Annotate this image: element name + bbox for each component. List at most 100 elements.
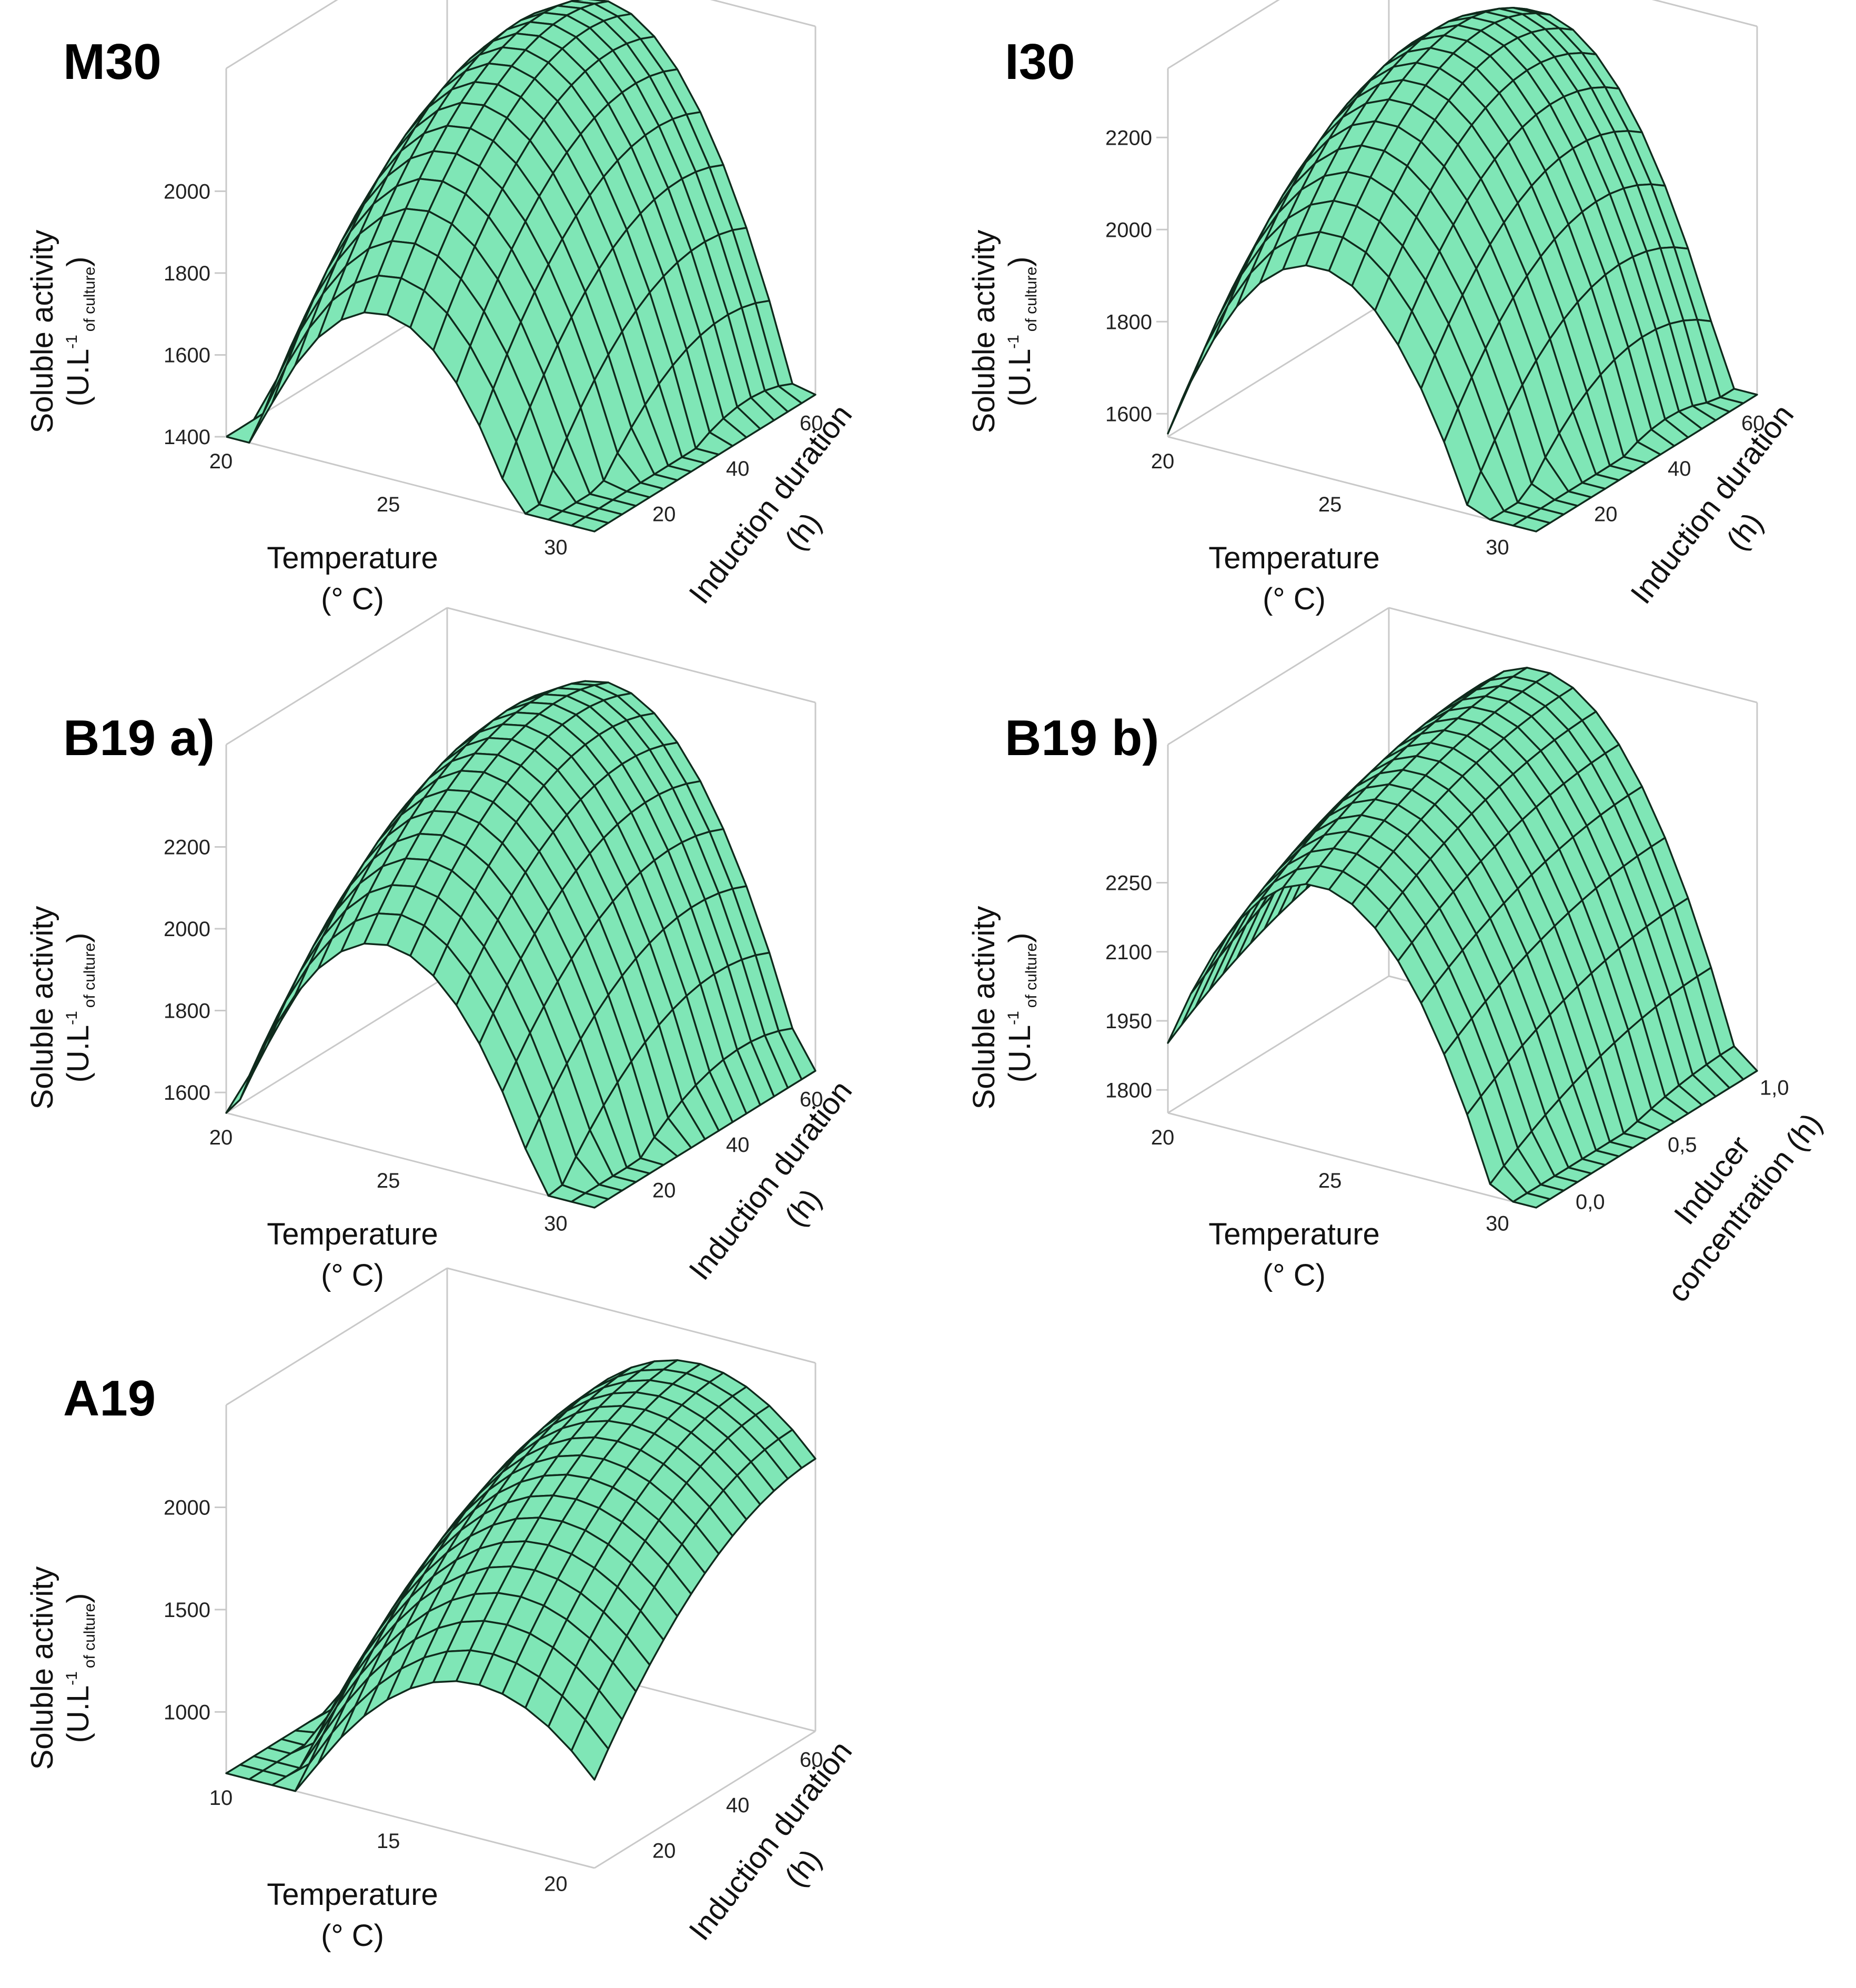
- z-axis-unit: (U.L-1of culture): [61, 1593, 98, 1743]
- x-tick-label: 20: [1151, 450, 1175, 473]
- panel-title: B19 a): [63, 710, 215, 766]
- x-axis-label: Temperature: [267, 541, 438, 575]
- axis-box-edge: [1167, 975, 1389, 1114]
- z-axis-unit: (U.L-1of culture): [61, 933, 98, 1083]
- y-tick-label: 20: [1594, 503, 1618, 526]
- axis-box-edge: [594, 1730, 816, 1869]
- y-axis-unit: (h): [778, 506, 828, 557]
- z-tick-label: 2100: [1105, 941, 1152, 964]
- x-tick-label: 15: [377, 1830, 400, 1853]
- y-tick-label: 0,0: [1576, 1190, 1605, 1213]
- z-tick-label: 1600: [164, 1081, 210, 1105]
- y-tick-label: 60: [800, 411, 823, 435]
- panel-title: A19: [63, 1370, 156, 1427]
- response-surface: [225, 680, 816, 1209]
- y-tick-label: 40: [1668, 457, 1691, 480]
- z-axis-unit: (U.L-1of culture): [61, 257, 98, 407]
- y-tick-label: 20: [652, 1179, 676, 1202]
- z-unit-sup: -1: [1005, 1011, 1022, 1025]
- z-tick-label: 1800: [164, 1000, 210, 1023]
- surface-cell: [1512, 1192, 1551, 1209]
- z-tick-label: 1800: [1105, 1079, 1152, 1102]
- x-tick-label: 20: [1151, 1126, 1175, 1149]
- y-axis-label: Induction duration: [682, 1734, 859, 1946]
- z-tick-label: 1950: [1105, 1010, 1152, 1033]
- z-tick-label: 1400: [164, 426, 210, 449]
- x-axis-unit: (° C): [321, 582, 384, 616]
- axis-box-edge: [226, 607, 448, 746]
- z-unit-sub: of culture: [81, 943, 98, 1008]
- z-tick-label: 2000: [1105, 218, 1152, 242]
- surface-cell: [248, 365, 287, 444]
- panel-title: B19 b): [1005, 710, 1159, 766]
- chart-panel-m30: M30 1400 1600 1800 2000 20 25 30 20 40 60 Soluble a…: [25, 0, 859, 616]
- x-axis-label: Temperature: [1208, 1217, 1380, 1251]
- z-unit-sub: of culture: [81, 1603, 98, 1668]
- z-axis-label: Soluble activity: [967, 230, 1001, 434]
- z-unit-sub: of culture: [1023, 943, 1040, 1008]
- surface-cell: [570, 1192, 610, 1209]
- axis-box-edge: [710, 0, 816, 27]
- x-axis-label: Temperature: [1208, 541, 1380, 575]
- surface-cell: [1167, 974, 1206, 1044]
- z-unit-suffix: ): [1003, 933, 1037, 943]
- surface-cell: [271, 327, 310, 404]
- axis-box-edge: [226, 1112, 595, 1209]
- z-tick-label: 2200: [164, 836, 210, 859]
- axis-box-edge: [226, 975, 448, 1114]
- surface-cell: [271, 963, 310, 1032]
- x-tick-label: 20: [209, 450, 233, 473]
- z-unit-prefix: (U.L: [1003, 1025, 1037, 1083]
- y-tick-label: 40: [726, 1133, 750, 1157]
- z-axis-unit: (U.L-1of culture): [1003, 933, 1040, 1083]
- response-surface: [1167, 6, 1758, 533]
- x-tick-label: 25: [1318, 1169, 1342, 1192]
- z-unit-prefix: (U.L: [61, 349, 95, 407]
- x-tick-label: 25: [377, 1169, 400, 1192]
- z-tick-label: 1600: [1105, 403, 1152, 426]
- z-unit-suffix: ): [1003, 257, 1037, 267]
- z-tick-label: 1600: [164, 344, 210, 367]
- x-axis-unit: (° C): [1263, 1258, 1326, 1292]
- y-tick-label: 20: [652, 503, 676, 526]
- z-tick-label: 1800: [164, 262, 210, 285]
- axis-box-edge: [1167, 607, 1389, 746]
- z-unit-sub: of culture: [1023, 267, 1040, 332]
- axis-box-edge: [1167, 1112, 1537, 1209]
- z-unit-suffix: ): [61, 1593, 95, 1603]
- z-unit-sub: of culture: [81, 267, 98, 332]
- axis-box-edge: [1388, 607, 1758, 704]
- y-axis-unit: (h): [1720, 506, 1770, 557]
- x-tick-label: 20: [544, 1873, 568, 1896]
- z-unit-sup: -1: [1005, 335, 1022, 349]
- z-tick-label: 2250: [1105, 872, 1152, 895]
- axis-box-edge: [1167, 0, 1280, 69]
- axis-box-edge: [1651, 0, 1758, 27]
- z-unit-suffix: ): [61, 933, 95, 943]
- surface-cell: [1512, 516, 1551, 533]
- x-axis-label: Temperature: [267, 1877, 438, 1912]
- chart-panel-a19: A19 1000 1500 2000 10 15 20 20 40 60 Soluble activ…: [25, 1267, 859, 1953]
- z-axis-label: Soluble activity: [967, 906, 1001, 1110]
- z-unit-sup: -1: [63, 1671, 80, 1685]
- response-surface: [225, 1359, 816, 1792]
- x-axis-unit: (° C): [321, 1258, 384, 1292]
- axis-box-edge: [226, 0, 338, 69]
- x-tick-label: 30: [544, 1212, 568, 1236]
- response-surface: [1167, 667, 1758, 1209]
- z-unit-sup: -1: [63, 335, 80, 349]
- z-axis-unit: (U.L-1of culture): [1003, 257, 1040, 407]
- y-axis-unit: (h): [778, 1843, 828, 1893]
- z-unit-prefix: (U.L: [1003, 349, 1037, 407]
- z-axis-label: Soluble activity: [25, 230, 59, 434]
- chart-panel-b19-b-: B19 b) 1800 1950 2100 2250 20 25 30 0,0 0,5 1,0 Sol…: [967, 607, 1829, 1308]
- x-axis-label: Temperature: [267, 1217, 438, 1251]
- x-axis-unit: (° C): [321, 1919, 384, 1953]
- surface-cell: [1213, 272, 1252, 340]
- z-tick-label: 2000: [164, 180, 210, 203]
- y-axis-unit: (h): [778, 1182, 828, 1233]
- z-tick-label: 2000: [164, 918, 210, 941]
- z-unit-prefix: (U.L: [61, 1025, 95, 1083]
- x-tick-label: 30: [1486, 1212, 1509, 1236]
